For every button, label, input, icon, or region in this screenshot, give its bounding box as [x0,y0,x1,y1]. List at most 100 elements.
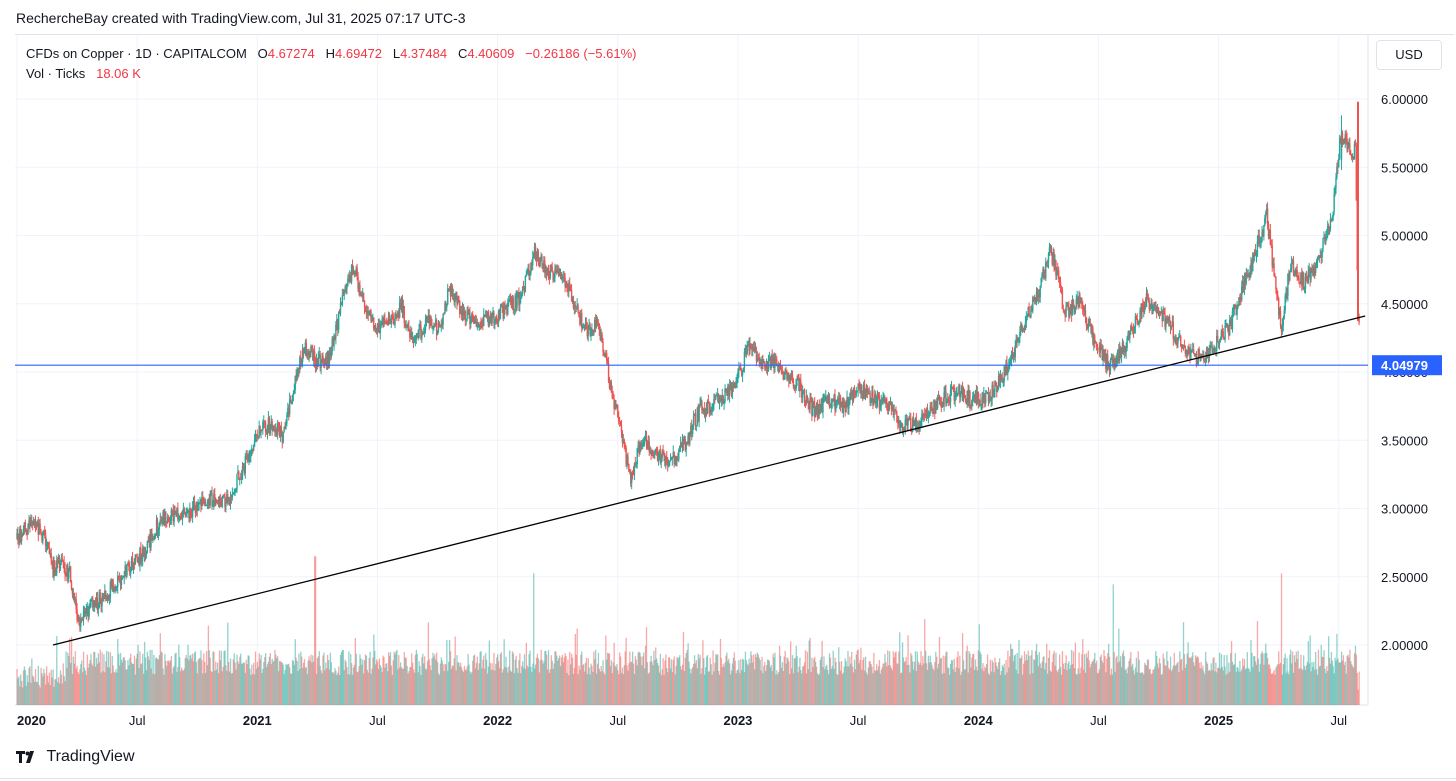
candle-body [276,422,279,436]
volume-bar [795,645,797,705]
volume-bar [373,634,375,705]
footer-brand[interactable]: TradingView [16,748,135,772]
volume-bar [650,655,652,705]
candle-body [713,399,715,406]
currency-button[interactable]: USD [1376,40,1442,70]
volume-bar [197,659,199,705]
volume-bar [552,668,554,705]
volume-bar [340,651,343,705]
volume-bar [1208,669,1211,705]
candle-body [309,351,311,354]
candle-body [347,278,349,286]
volume-bar [766,659,769,705]
volume-bar [1162,653,1164,705]
volume-bar [1262,653,1264,705]
volume-bar [436,661,439,705]
volume-bar [815,666,818,705]
candle-body [211,492,213,506]
volume-bar [285,664,287,705]
candle-body [103,594,105,599]
candle-body [953,386,955,401]
volume-bar [126,669,128,705]
candle-body [1032,297,1034,312]
volume-bar [1148,669,1150,705]
volume-bar [704,674,706,705]
volume-bar [873,652,875,705]
x-tick-label: 2023 [723,713,752,728]
candle-body [1180,336,1182,347]
candle-body [296,372,298,381]
candle-body [1181,344,1184,349]
volume-bar [334,668,336,705]
candle-body [136,556,138,561]
candle-body [441,324,443,325]
candle-body [759,361,761,363]
volume-bar [113,671,115,705]
volume-bar [1269,668,1272,705]
symbol-label[interactable]: CFDs on Copper · 1D · CAPITALCOM [26,46,247,61]
volume-bar [1241,669,1243,705]
volume-bar [1343,664,1346,705]
volume-bar [339,654,342,705]
volume-bar [1308,663,1310,705]
candle-body [430,316,432,326]
candle-body [903,427,906,431]
candle-body [1338,158,1340,168]
volume-bar [868,661,870,705]
candle-body [221,498,223,507]
volume-bar [381,671,383,705]
candle-body [1337,166,1339,168]
candle-body [902,427,905,432]
candle-body [625,447,627,465]
volume-bar [385,663,387,705]
volume-bar [383,657,385,705]
volume-bar [703,658,705,705]
volume-bar [816,673,819,705]
volume-bar [101,652,103,705]
candle-body [899,426,902,428]
candle-body [1235,307,1237,315]
candle-body [643,438,646,442]
volume-bar [901,642,904,705]
volume-bar [1205,651,1207,705]
candle-body [387,316,390,325]
candle-body [50,553,52,561]
volume-bar [384,667,386,705]
candle-body [619,421,622,425]
volume-bar [45,684,47,705]
candle-body [1320,255,1322,258]
candle-body [1258,235,1260,244]
volume-bar [88,663,90,705]
candle-body [1221,330,1223,332]
candle-body [700,401,702,404]
candle-body [533,246,536,253]
volume-bar [89,660,91,705]
candle-body [602,341,604,352]
candle-body [782,372,784,380]
volume-bar [935,651,937,705]
candle-body [1265,213,1267,219]
candle-body [593,330,595,336]
volume-bar [119,653,122,705]
volume-label[interactable]: Vol · Ticks [26,66,86,81]
candle-body [417,333,419,338]
candle-body [1315,261,1318,266]
volume-bar [865,672,868,705]
candle-body [601,334,603,342]
volume-bar [682,631,685,705]
candle-body [137,560,139,561]
volume-bar [94,666,97,705]
candle-body [117,575,119,587]
candle-body [497,311,500,323]
volume-bar [1335,660,1337,705]
candle-body [1131,326,1133,328]
volume-bar [771,671,773,705]
candle-body [447,288,450,290]
volume-bar [687,643,689,705]
volume-bar [268,656,271,705]
volume-bar [410,666,412,705]
candle-body [618,421,621,422]
volume-bar [1200,662,1202,705]
candle-body [1331,217,1333,221]
